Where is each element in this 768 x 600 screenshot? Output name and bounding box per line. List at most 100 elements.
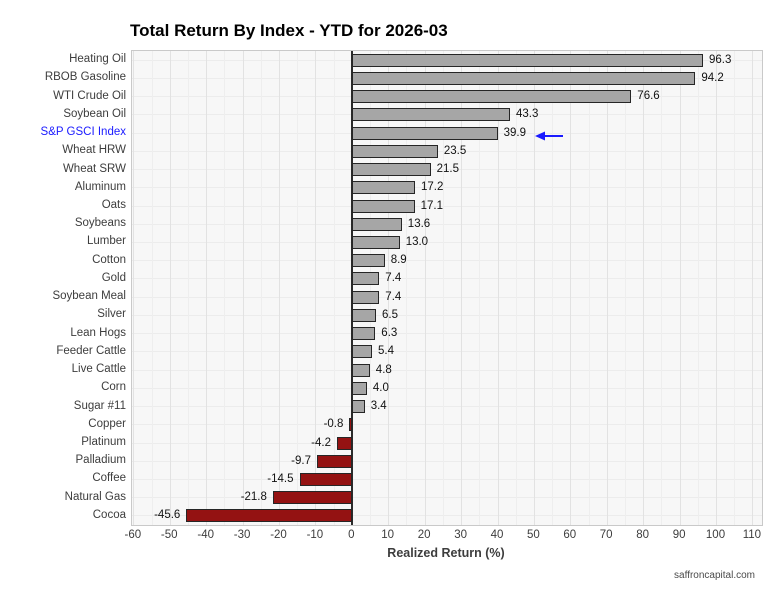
gridline-horizontal — [132, 187, 762, 189]
highlight-left-arrow-icon — [534, 128, 563, 141]
category-label-oats: Oats — [101, 199, 126, 211]
value-label-feeder-cattle: 5.4 — [378, 345, 394, 358]
value-label-wheat-hrw: 23.5 — [443, 144, 467, 157]
bar-sugar-11 — [352, 400, 365, 413]
category-label-soybean-meal: Soybean Meal — [52, 290, 126, 303]
x-tick--10: -10 — [306, 529, 324, 541]
gridline-horizontal — [132, 515, 762, 517]
gridline-vertical — [187, 51, 189, 525]
gridline-vertical — [169, 51, 171, 525]
bar-feeder-cattle — [352, 345, 372, 359]
gridline-horizontal — [132, 351, 762, 353]
x-tick-30: 30 — [454, 529, 467, 541]
watermark-text: saffroncapital.com — [674, 570, 755, 581]
value-label-wti-crude-oil: 76.6 — [637, 90, 660, 103]
value-label-sugar-11: 3.4 — [370, 400, 387, 412]
gridline-horizontal — [132, 150, 762, 152]
gridline-horizontal — [132, 314, 762, 316]
gridline-horizontal — [132, 497, 762, 499]
value-label-oats: 17.1 — [420, 199, 443, 212]
gridline-horizontal — [132, 223, 762, 225]
category-label-copper: Copper — [88, 417, 126, 430]
value-label-platinum: -4.2 — [311, 436, 331, 449]
gridline-vertical — [697, 51, 699, 525]
gridline-vertical — [133, 51, 135, 525]
x-axis-tick-labels: -60 -50 -40 -30 -20 -10 0 10 20 30 40 50 60 70 80 90 100… — [125, 528, 762, 542]
gridline-vertical — [315, 51, 317, 525]
bar-soybeans — [352, 217, 402, 231]
y-axis-labels: Heating Oil RBOB Gasoline WTI Crude Oil Soy… — [0, 50, 126, 524]
x-tick-60: 60 — [563, 529, 577, 541]
x-tick--60: -60 — [124, 529, 142, 541]
gridline-vertical — [406, 51, 408, 525]
x-tick-40: 40 — [490, 529, 504, 541]
value-label-gold: 7.4 — [385, 272, 402, 285]
category-label-silver: Silver — [97, 308, 126, 321]
category-label-natural-gas: Natural Gas — [64, 490, 126, 503]
bar-platinum — [337, 436, 353, 450]
value-label-rbob-gasoline: 94.2 — [701, 71, 724, 84]
category-label-aluminum: Aluminum — [74, 180, 126, 193]
gridline-vertical — [242, 51, 244, 525]
value-label-silver: 6.5 — [382, 308, 398, 321]
gridline-horizontal — [132, 387, 762, 389]
gridline-vertical — [461, 51, 463, 525]
bar-copper — [349, 418, 353, 432]
category-label-palladium: Palladium — [75, 454, 127, 467]
bar-live-cattle — [352, 363, 370, 377]
gridline-vertical — [570, 51, 572, 525]
bar-corn — [352, 381, 367, 395]
bar-lean-hogs — [352, 327, 376, 341]
x-tick-70: 70 — [599, 529, 613, 541]
category-label-live-cattle: Live Cattle — [71, 363, 126, 375]
category-label-coffee: Coffee — [92, 472, 126, 485]
x-tick-110: 110 — [742, 529, 762, 541]
gridline-horizontal — [132, 460, 762, 462]
value-label-copper: -0.8 — [323, 418, 344, 431]
x-tick-50: 50 — [526, 529, 540, 541]
category-label-cocoa: Cocoa — [92, 508, 126, 521]
gridline-vertical — [679, 51, 681, 525]
x-tick-20: 20 — [417, 529, 431, 541]
gridline-horizontal — [132, 241, 762, 243]
bar-wheat-hrw — [352, 144, 438, 158]
chart-title: Total Return By Index - YTD for 2026-03 — [130, 21, 448, 40]
gridline-horizontal — [132, 478, 762, 480]
bar-cocoa — [186, 509, 353, 523]
bar-rbob-gasoline — [352, 71, 696, 85]
gridline-horizontal — [132, 406, 762, 407]
category-label-wheat-hrw: Wheat HRW — [62, 144, 126, 157]
gridline-horizontal — [132, 169, 762, 170]
value-label-palladium: -9.7 — [291, 454, 311, 467]
gridline-vertical — [734, 51, 736, 525]
category-label-wheat-srw: Wheat SRW — [62, 162, 126, 175]
category-label-corn: Corn — [101, 381, 126, 394]
x-tick--20: -20 — [270, 529, 287, 541]
x-tick--30: -30 — [233, 529, 251, 541]
gridline-horizontal — [132, 278, 762, 280]
gridline-vertical — [279, 51, 280, 525]
gridline-vertical — [497, 51, 499, 525]
bar-cotton — [352, 254, 385, 268]
gridline-horizontal — [132, 333, 762, 335]
value-label-corn: 4.0 — [372, 381, 389, 394]
bar-palladium — [317, 454, 353, 468]
gridline-vertical — [552, 51, 554, 525]
x-tick--50: -50 — [160, 529, 178, 541]
plot-area: 96.3 94.2 76.6 43.3 39.9 23.5 21.5 17.2 17.1 13.6… — [131, 50, 763, 526]
gridline-vertical — [370, 51, 371, 525]
category-label-lumber: Lumber — [87, 235, 126, 248]
category-label-gold: Gold — [101, 271, 126, 284]
gridline-vertical — [606, 51, 608, 525]
category-label-cotton: Cotton — [92, 253, 126, 266]
bar-coffee — [299, 472, 353, 486]
value-label-s-p-gsci-index: 39.9 — [503, 126, 526, 139]
bar-natural-gas — [272, 491, 353, 505]
x-tick-100: 100 — [705, 529, 726, 541]
category-label-wti-crude-oil: WTI Crude Oil — [53, 89, 126, 102]
value-label-wheat-srw: 21.5 — [436, 163, 459, 175]
value-label-cocoa: -45.6 — [154, 509, 181, 522]
gridline-vertical — [151, 51, 153, 525]
gridline-horizontal — [132, 442, 762, 444]
